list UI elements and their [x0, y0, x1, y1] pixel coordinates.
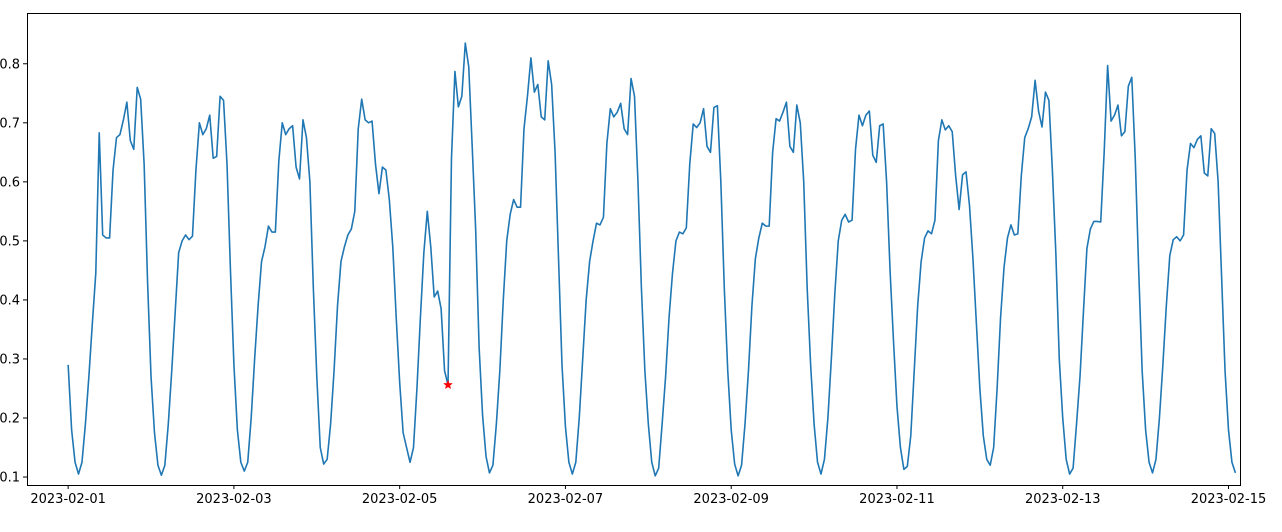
y-axis: 0.1 0.2 0.3 0.4 0.5 0.6 0.7 0.8 [0, 57, 27, 486]
y-tick-label: 0.3 [0, 352, 20, 367]
y-tick-label: 0.6 [0, 175, 20, 190]
plot-frame [27, 13, 1241, 486]
y-tick-label: 0.2 [0, 411, 20, 426]
x-tick-label: 2023-02-11 [859, 492, 935, 507]
x-tick-label: 2023-02-15 [1191, 492, 1267, 507]
series-layer [67, 42, 1237, 477]
y-tick-label: 0.5 [0, 234, 20, 249]
x-axis: 2023-02-01 2023-02-03 2023-02-05 2023-02-07… [30, 485, 1266, 507]
y-tick-label: 0.4 [0, 293, 20, 308]
x-tick-label: 2023-02-01 [30, 492, 106, 507]
x-tick-label: 2023-02-13 [1025, 492, 1101, 507]
y-tick-label: 0.8 [0, 57, 20, 72]
series-line [67, 42, 1237, 477]
x-tick-label: 2023-02-09 [693, 492, 769, 507]
x-tick-label: 2023-02-03 [196, 492, 272, 507]
y-tick-label: 0.1 [0, 471, 20, 486]
x-tick-label: 2023-02-05 [362, 492, 438, 507]
x-tick-label: 2023-02-07 [528, 492, 604, 507]
y-tick-label: 0.7 [0, 116, 20, 131]
highlight-star-marker [443, 379, 453, 390]
